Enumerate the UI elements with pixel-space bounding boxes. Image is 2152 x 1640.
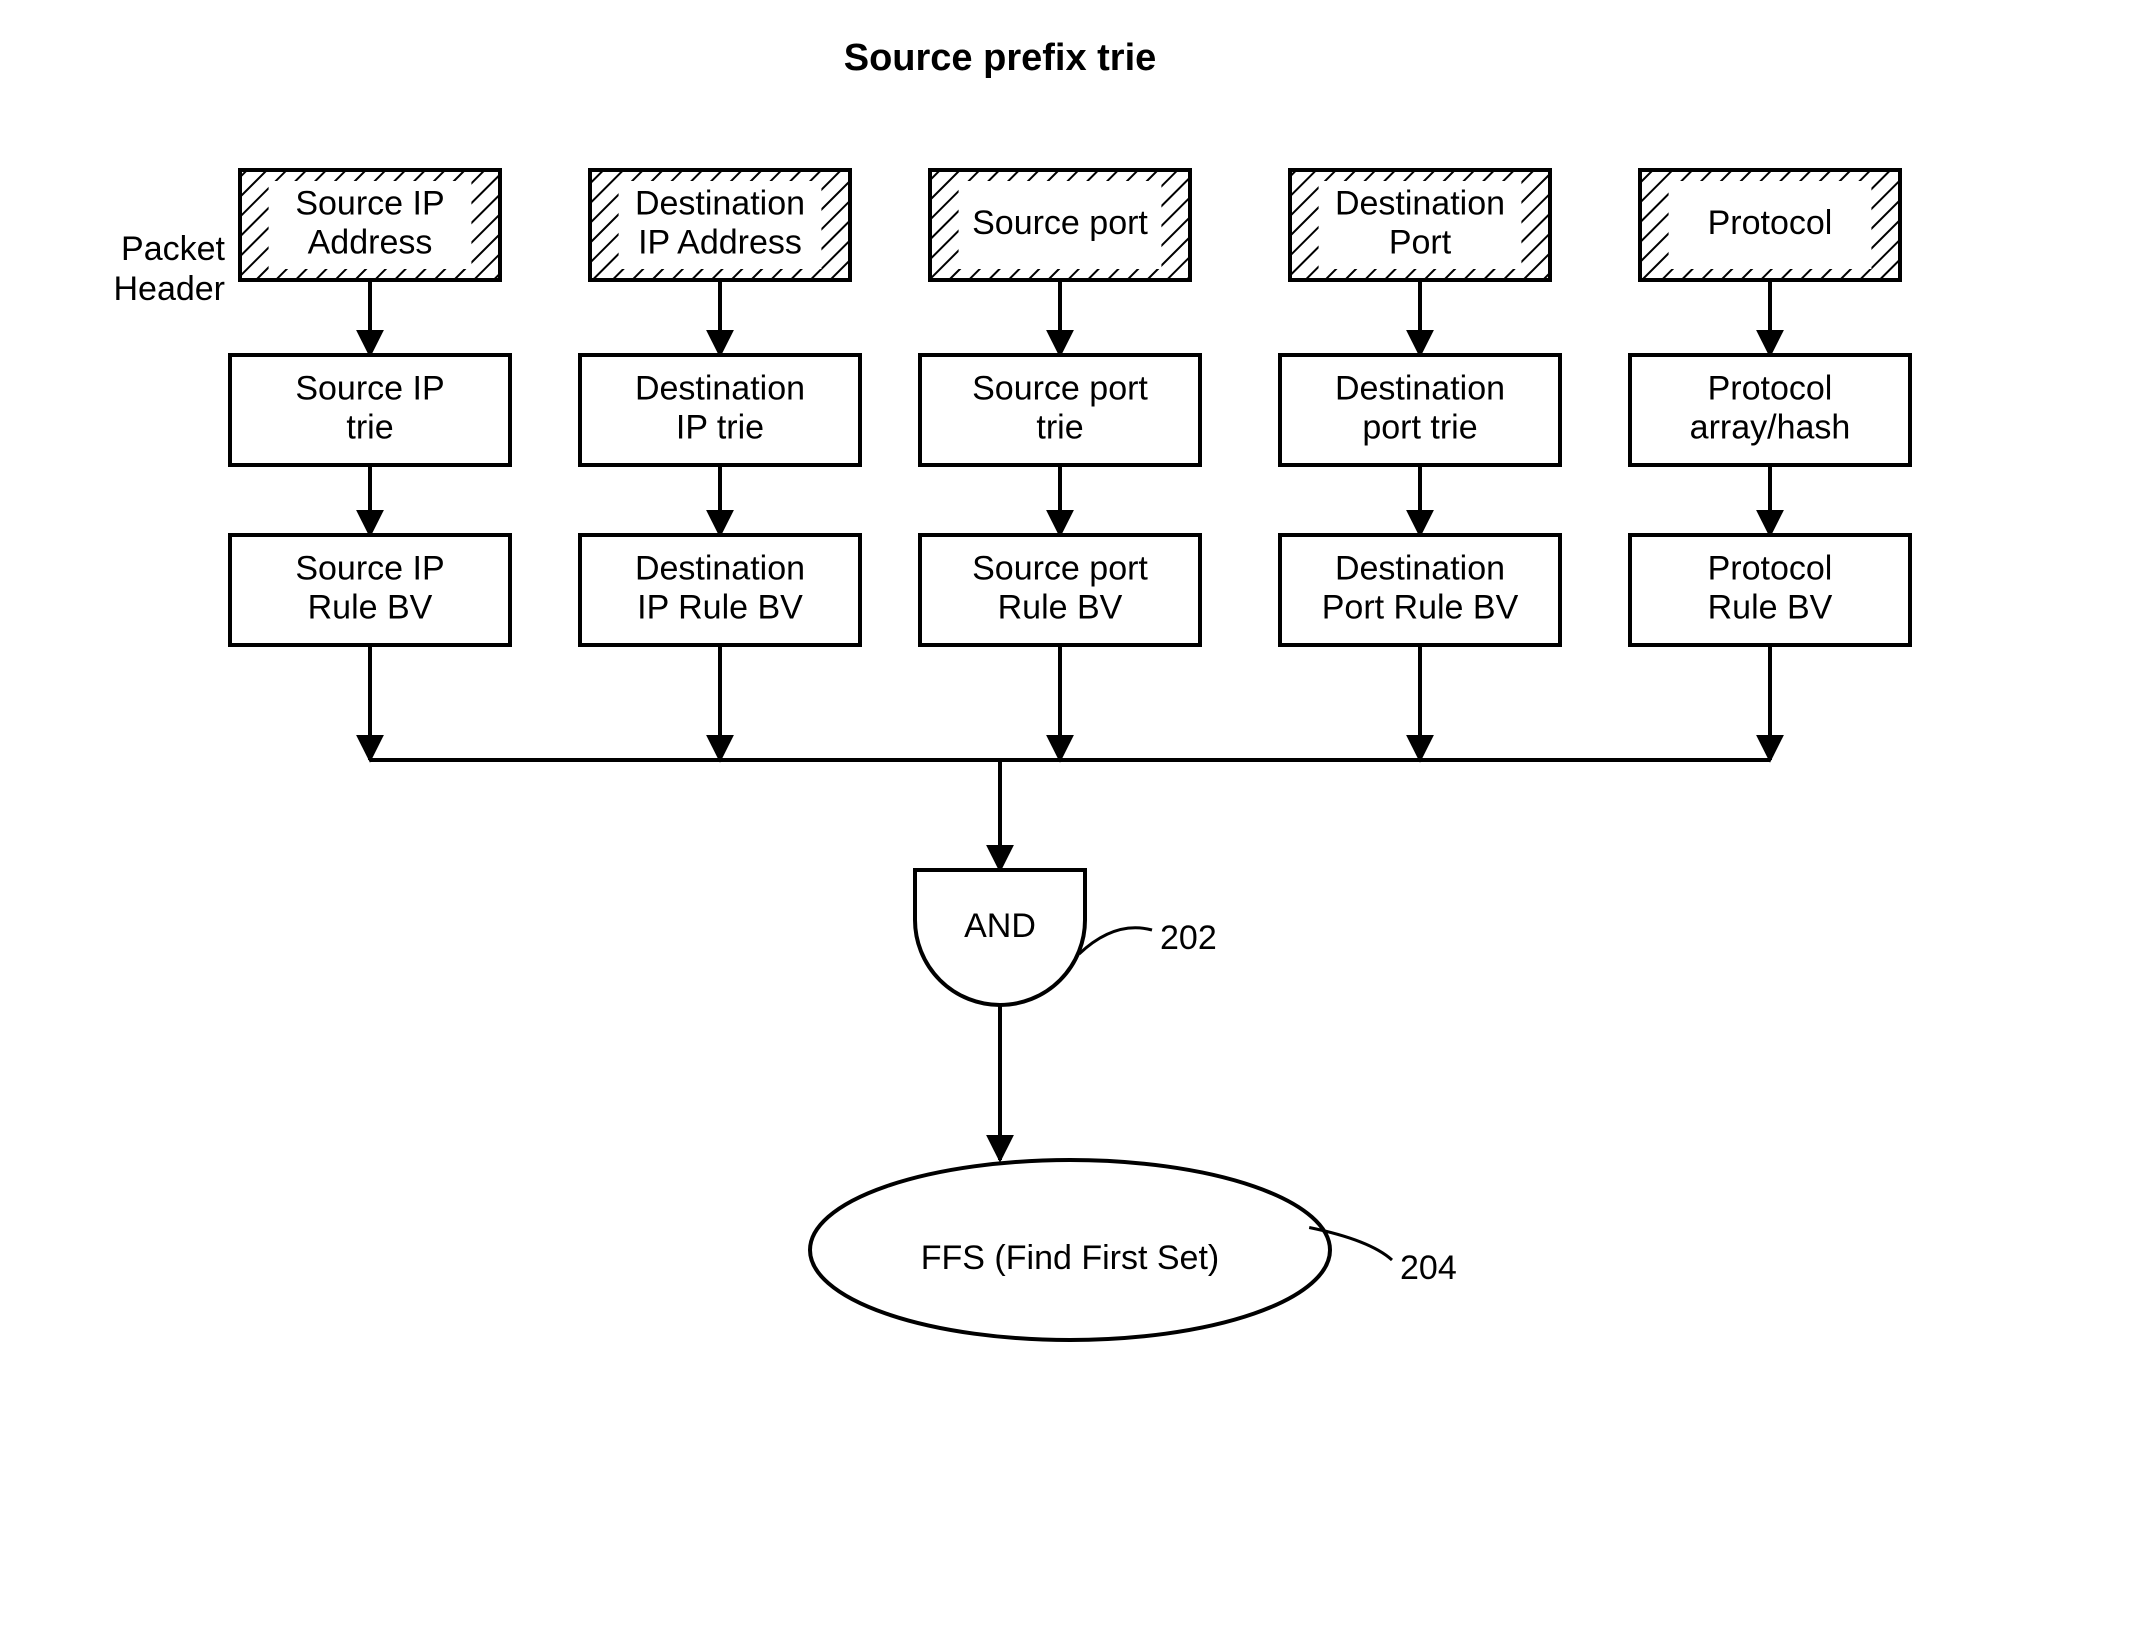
header-box: Protocol (1708, 204, 1833, 242)
trie-box: Source IP (295, 369, 444, 407)
header-box: Destination (1335, 184, 1505, 222)
trie-box: Source port (972, 369, 1148, 407)
packet-header-label: Header (113, 270, 225, 308)
trie-box: Protocol (1708, 369, 1833, 407)
rule-bv-box: Rule BV (998, 589, 1123, 627)
diagram-title: Source prefix trie (844, 37, 1157, 79)
header-box: IP Address (638, 224, 802, 262)
rule-bv-box: Rule BV (1708, 589, 1833, 627)
and-gate-callout: 202 (1160, 919, 1217, 957)
rule-bv-box: Destination (635, 549, 805, 587)
trie-box: array/hash (1690, 409, 1851, 447)
header-box: Source IP (295, 184, 444, 222)
rule-bv-box: IP Rule BV (637, 589, 803, 627)
packet-header-label: Packet (121, 230, 225, 268)
and-gate-label: AND (964, 907, 1036, 945)
rule-bv-box: Port Rule BV (1322, 589, 1519, 627)
header-box: Source port (972, 204, 1148, 242)
trie-box: Destination (1335, 369, 1505, 407)
rule-bv-box: Rule BV (308, 589, 433, 627)
trie-box: port trie (1362, 409, 1477, 447)
trie-box: trie (1036, 409, 1083, 447)
trie-box: trie (346, 409, 393, 447)
rule-bv-box: Destination (1335, 549, 1505, 587)
rule-bv-box: Source port (972, 549, 1148, 587)
header-box: Address (308, 224, 433, 262)
rule-bv-box: Source IP (295, 549, 444, 587)
rule-bv-box: Protocol (1708, 549, 1833, 587)
trie-box: Destination (635, 369, 805, 407)
header-box: Port (1389, 224, 1452, 262)
ffs-label: FFS (Find First Set) (921, 1239, 1219, 1277)
ffs-callout: 204 (1400, 1249, 1457, 1287)
trie-box: IP trie (676, 409, 764, 447)
header-box: Destination (635, 184, 805, 222)
